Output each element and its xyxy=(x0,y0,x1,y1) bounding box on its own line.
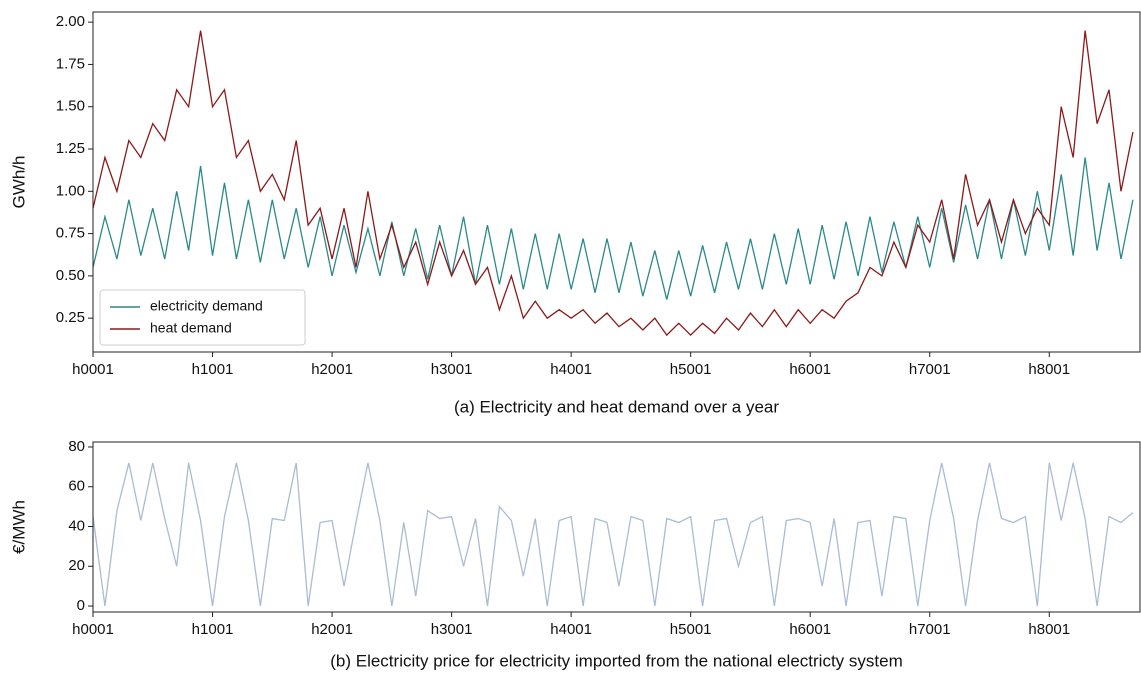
legend-label: heat demand xyxy=(150,320,232,336)
x-tick-label: h3001 xyxy=(431,361,473,378)
series-line xyxy=(92,157,1134,300)
x-tick-label: h8001 xyxy=(1028,621,1070,638)
y-tick-label: 40 xyxy=(68,517,85,534)
x-tick-label: h3001 xyxy=(431,621,473,638)
x-tick-label: h1001 xyxy=(192,621,234,638)
x-tick-label: h8001 xyxy=(1028,361,1070,378)
x-tick-label: h6001 xyxy=(789,621,831,638)
x-tick-label: h7001 xyxy=(909,621,951,638)
y-tick-label: 2.00 xyxy=(56,13,85,30)
y-axis-label: €/MWh xyxy=(9,500,28,554)
y-tick-label: 20 xyxy=(68,557,85,574)
y-tick-label: 0.50 xyxy=(56,267,85,284)
x-tick-label: h4001 xyxy=(550,361,592,378)
y-tick-label: 80 xyxy=(68,438,85,455)
y-tick-label: 60 xyxy=(68,478,85,495)
y-tick-label: 0 xyxy=(77,597,85,614)
y-tick-label: 1.00 xyxy=(56,182,85,199)
legend-box xyxy=(99,289,306,346)
caption: (a) Electricity and heat demand over a y… xyxy=(454,397,779,416)
x-tick-label: h0001 xyxy=(72,621,114,638)
y-tick-label: 1.50 xyxy=(56,98,85,115)
series-line xyxy=(92,462,1134,607)
y-tick-label: 0.75 xyxy=(56,225,85,242)
y-tick-label: 1.25 xyxy=(56,140,85,157)
series-line xyxy=(92,30,1134,337)
caption: (b) Electricity price for electricity im… xyxy=(330,651,903,670)
plot-frame xyxy=(92,11,1141,353)
y-tick-label: 1.75 xyxy=(56,55,85,72)
legend-label: electricity demand xyxy=(150,298,263,314)
x-tick-label: h5001 xyxy=(670,361,712,378)
x-tick-label: h5001 xyxy=(670,621,712,638)
x-tick-label: h4001 xyxy=(550,621,592,638)
y-tick-label: 0.25 xyxy=(56,309,85,326)
x-tick-label: h0001 xyxy=(72,361,114,378)
x-tick-label: h2001 xyxy=(311,621,353,638)
y-axis-label: GWh/h xyxy=(9,156,28,209)
plot-frame xyxy=(92,441,1141,613)
x-tick-label: h7001 xyxy=(909,361,951,378)
x-tick-label: h1001 xyxy=(192,361,234,378)
x-tick-label: h6001 xyxy=(789,361,831,378)
x-tick-label: h2001 xyxy=(311,361,353,378)
